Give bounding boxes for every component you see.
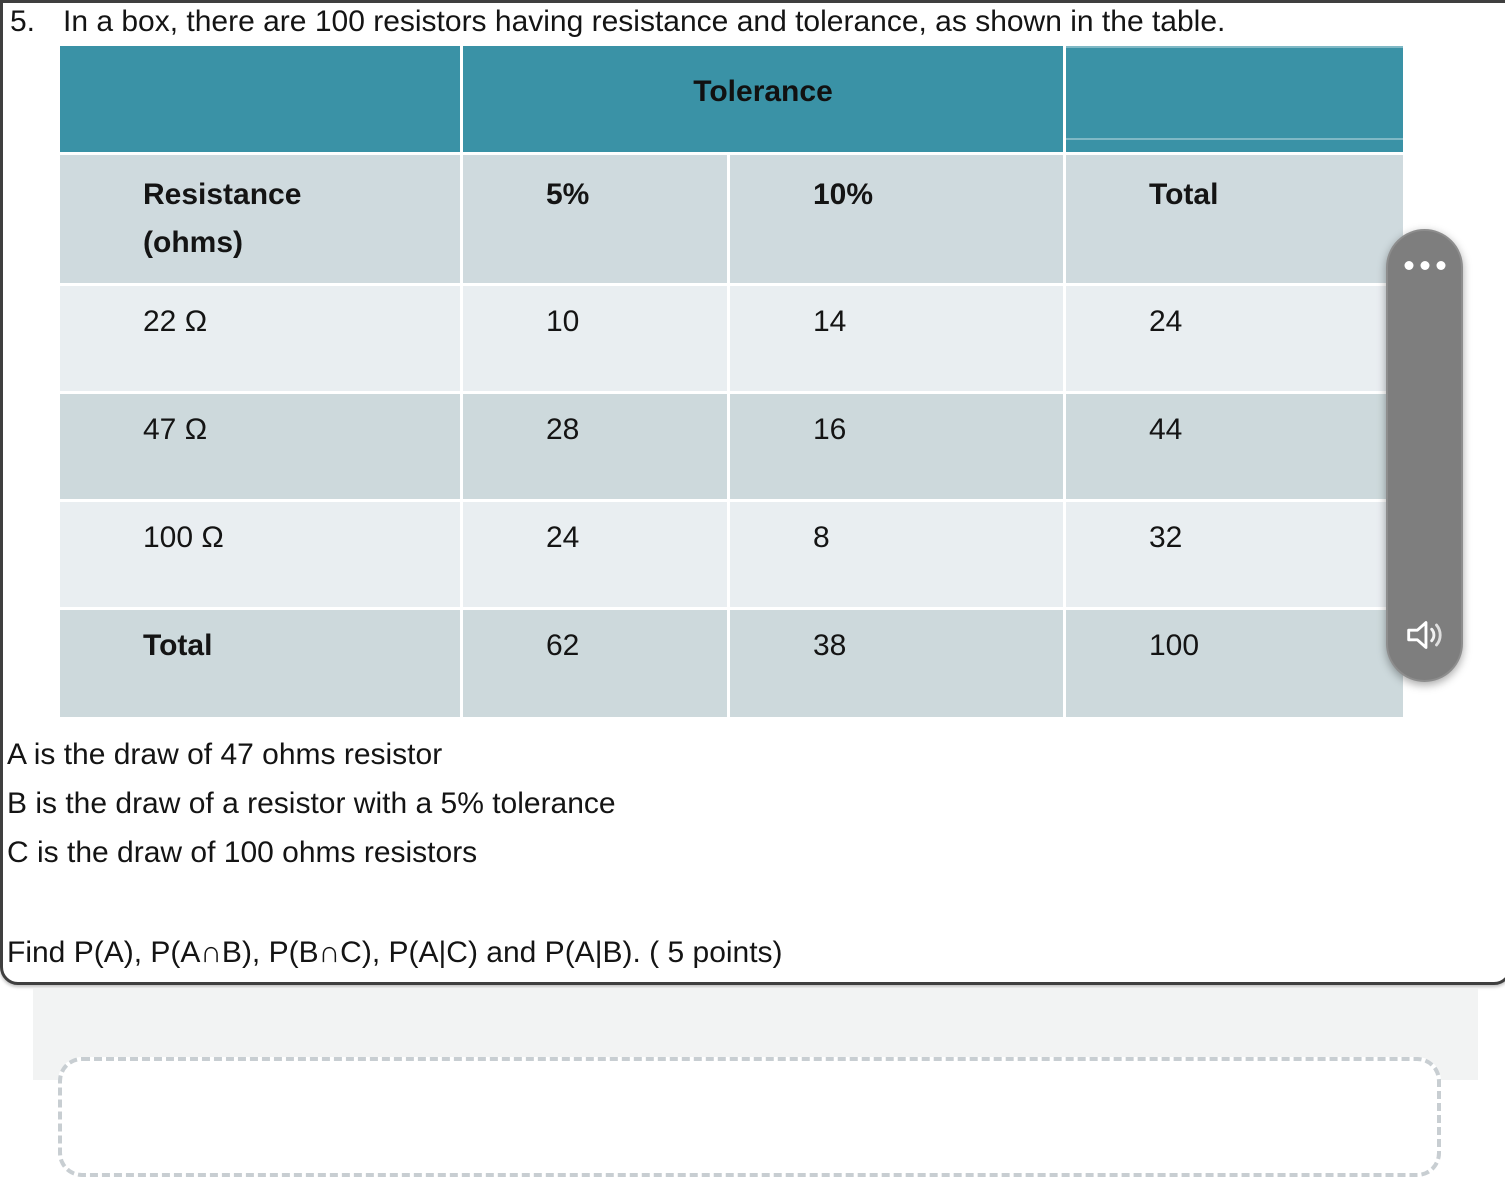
table-total-row: Total 62 38 100 [60,610,1403,717]
resistance-tolerance-table: Tolerance Resistance (ohms) 5% 10% Total… [57,43,1406,720]
tolerance-header-cell: Tolerance [463,46,1063,152]
column-header-total: Total [1066,155,1403,283]
cell-22-10pct: 14 [730,286,1063,391]
table-header-row: Resistance (ohms) 5% 10% Total [60,155,1403,283]
question-card: 5. In a box, there are 100 resistors hav… [0,0,1505,985]
more-options-icon[interactable] [1404,261,1445,270]
column-header-resistance: Resistance (ohms) [60,155,460,283]
column-header-10pct: 10% [730,155,1063,283]
column-header-5pct: 5% [463,155,727,283]
table-row: 22 Ω 10 14 24 [60,286,1403,391]
question-text: In a box, there are 100 resistors having… [63,5,1226,38]
read-aloud-speaker-icon[interactable] [1402,612,1448,658]
event-a-definition: A is the draw of 47 ohms resistor [7,738,443,771]
cell-total-grand: 100 [1066,610,1403,717]
row-label-total: Total [60,610,460,717]
row-label-22ohm: 22 Ω [60,286,460,391]
event-b-definition: B is the draw of a resistor with a 5% to… [7,787,616,820]
table-corner-cell [60,46,460,152]
find-probabilities-task: Find P(A), P(A∩B), P(B∩C), P(A|C) and P(… [7,936,783,969]
question-number: 5. [10,5,36,38]
cell-47-total: 44 [1066,394,1403,499]
answer-input-area[interactable] [58,1057,1441,1177]
cell-22-5pct: 10 [463,286,727,391]
cell-100-10pct: 8 [730,502,1063,607]
table-corner-cell-right [1066,46,1403,152]
row-label-47ohm: 47 Ω [60,394,460,499]
cell-47-5pct: 28 [463,394,727,499]
cell-total-5pct: 62 [463,610,727,717]
cell-total-10pct: 38 [730,610,1063,717]
event-c-definition: C is the draw of 100 ohms resistors [7,836,478,869]
cell-100-5pct: 24 [463,502,727,607]
immersive-reader-toolbar[interactable] [1386,229,1463,682]
cell-100-total: 32 [1066,502,1403,607]
cell-47-10pct: 16 [730,394,1063,499]
table-band-row: Tolerance [60,46,1403,152]
table-row: 47 Ω 28 16 44 [60,394,1403,499]
table-row: 100 Ω 24 8 32 [60,502,1403,607]
cell-22-total: 24 [1066,286,1403,391]
row-label-100ohm: 100 Ω [60,502,460,607]
